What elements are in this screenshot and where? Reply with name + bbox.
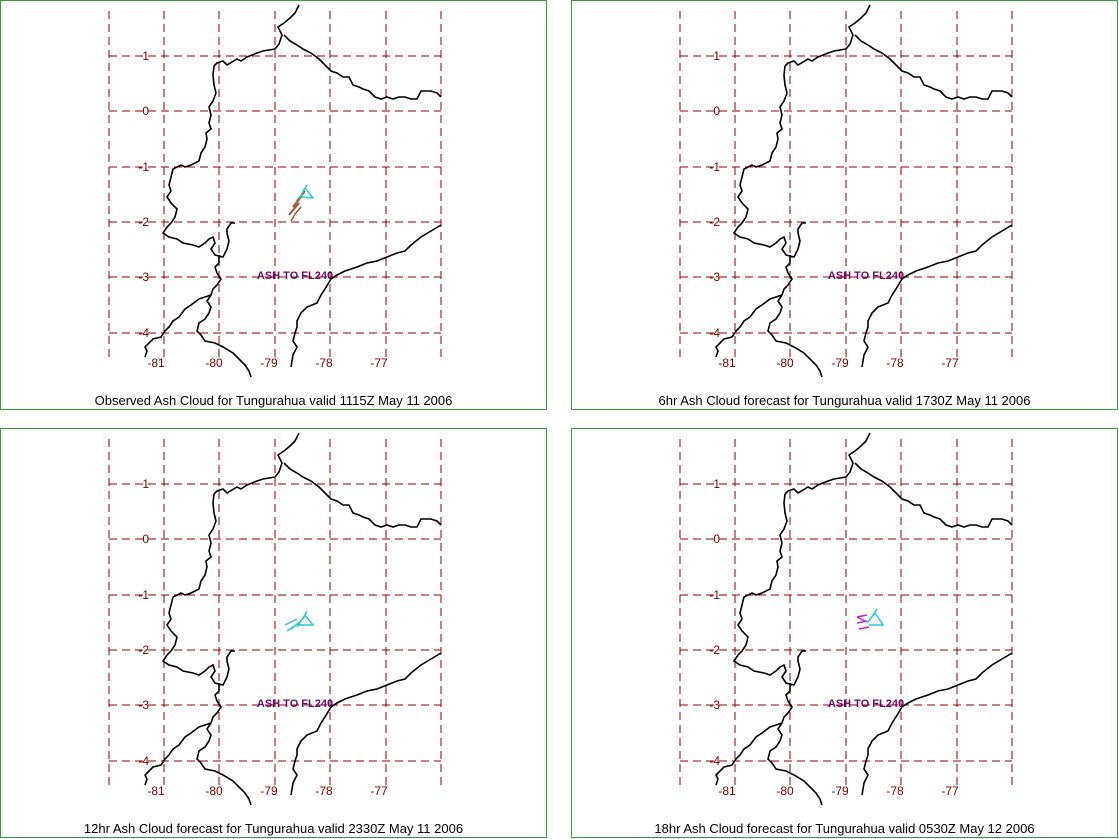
lat-tick-label: -4 — [709, 326, 720, 340]
panel-caption: 6hr Ash Cloud forecast for Tungurahua va… — [658, 393, 1031, 408]
lon-tick-label: -80 — [776, 784, 794, 798]
lat-tick-label: -4 — [138, 754, 149, 768]
lat-tick-label: -2 — [709, 643, 720, 657]
ash-level-label: ASH TO FL240 — [828, 698, 904, 710]
lat-tick-label: 0 — [142, 104, 149, 118]
lon-tick-label: -78 — [315, 356, 333, 370]
lon-tick-label: -78 — [315, 784, 333, 798]
lon-tick-label: -77 — [370, 784, 388, 798]
lon-tick-label: -81 — [147, 784, 165, 798]
lat-tick-label: 1 — [142, 49, 149, 63]
lon-tick-label: -79 — [831, 356, 849, 370]
ash-map-12hr: 1 0 -1 -2 -3 -4 -81 -80 -79 -78 -77 ASH TO FL240 — [108, 432, 442, 806]
lon-tick-label: -80 — [205, 356, 223, 370]
lon-tick-label: -81 — [147, 356, 165, 370]
lat-tick-label: -1 — [709, 588, 720, 602]
ash-cloud-polygon — [288, 184, 315, 222]
lat-tick-label: -2 — [138, 215, 149, 229]
coastline — [715, 4, 1013, 378]
lat-tick-label: -1 — [138, 160, 149, 174]
lat-tick-label: -3 — [138, 698, 149, 712]
lat-lon-grid — [108, 439, 442, 787]
ash-level-label: ASH TO FL240 — [257, 270, 333, 282]
lat-tick-label: -3 — [138, 270, 149, 284]
lat-tick-label: 1 — [713, 477, 720, 491]
lat-tick-label: -3 — [709, 698, 720, 712]
panel-caption: 12hr Ash Cloud forecast for Tungurahua v… — [83, 821, 464, 836]
lon-tick-label: -77 — [370, 356, 388, 370]
lat-tick-label: 1 — [142, 477, 149, 491]
lat-lon-grid — [679, 11, 1013, 359]
lat-tick-label: 0 — [713, 104, 720, 118]
lat-tick-label: -4 — [138, 326, 149, 340]
lon-tick-label: -78 — [886, 784, 904, 798]
panel-caption: Observed Ash Cloud for Tungurahua valid … — [94, 393, 453, 408]
lon-tick-label: -77 — [941, 784, 959, 798]
lat-tick-label: 0 — [142, 532, 149, 546]
lat-lon-grid — [679, 439, 1013, 787]
lon-tick-label: -78 — [886, 356, 904, 370]
lon-tick-label: -80 — [776, 356, 794, 370]
ash-cloud-polygon — [284, 610, 315, 632]
coastline — [715, 432, 1013, 806]
panel-6hr-forecast: 1 0 -1 -2 -3 -4 -81 -80 -79 -78 -77 ASH TO FL240 6hr… — [571, 0, 1118, 410]
panel-caption: 18hr Ash Cloud forecast for Tungurahua v… — [654, 821, 1035, 836]
ash-map-18hr: 1 0 -1 -2 -3 -4 -81 -80 -79 -78 -77 ASH TO FL240 — [679, 432, 1013, 806]
lat-tick-label: -1 — [709, 160, 720, 174]
lon-tick-label: -77 — [941, 356, 959, 370]
panel-observed: 1 0 -1 -2 -3 -4 -81 -80 -79 -78 -77 ASH TO FL240 Obs… — [0, 0, 547, 410]
lon-tick-label: -81 — [718, 784, 736, 798]
lat-tick-label: -2 — [138, 643, 149, 657]
lat-lon-grid — [108, 11, 442, 359]
ash-level-label: ASH TO FL240 — [828, 270, 904, 282]
lon-tick-label: -79 — [260, 356, 278, 370]
ash-level-label: ASH TO FL240 — [257, 698, 333, 710]
lat-tick-label: 0 — [713, 532, 720, 546]
lon-tick-label: -80 — [205, 784, 223, 798]
panel-18hr-forecast: 1 0 -1 -2 -3 -4 -81 -80 -79 -78 -77 ASH TO FL240 18h… — [571, 428, 1118, 838]
coastline — [144, 432, 442, 806]
lon-tick-label: -79 — [260, 784, 278, 798]
ash-cloud-polygon — [856, 608, 885, 630]
ash-map-observed: 1 0 -1 -2 -3 -4 -81 -80 -79 -78 -77 ASH TO FL240 — [108, 4, 442, 378]
lon-tick-label: -79 — [831, 784, 849, 798]
lat-tick-label: -2 — [709, 215, 720, 229]
lon-tick-label: -81 — [718, 356, 736, 370]
lat-tick-label: -4 — [709, 754, 720, 768]
panel-12hr-forecast: 1 0 -1 -2 -3 -4 -81 -80 -79 -78 -77 ASH TO FL240 12h… — [0, 428, 547, 838]
ash-map-6hr: 1 0 -1 -2 -3 -4 -81 -80 -79 -78 -77 ASH TO FL240 — [679, 4, 1013, 378]
coastline — [144, 4, 442, 378]
lat-tick-label: -3 — [709, 270, 720, 284]
lat-tick-label: -1 — [138, 588, 149, 602]
lat-tick-label: 1 — [713, 49, 720, 63]
